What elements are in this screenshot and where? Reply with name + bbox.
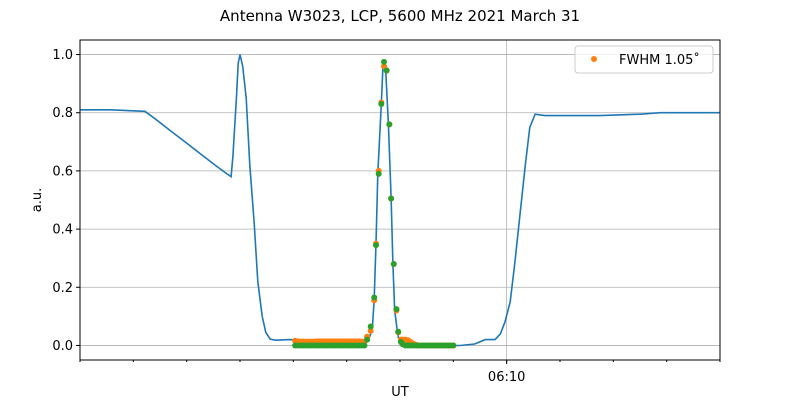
plot-marks bbox=[80, 54, 720, 349]
y-tick-label: 0.2 bbox=[52, 281, 73, 296]
point-series-3 bbox=[373, 242, 379, 249]
legend-box bbox=[574, 45, 714, 74]
fwhm-point bbox=[367, 327, 374, 334]
chart-title: Antenna W3023, LCP, 5600 MHz 2021 March … bbox=[220, 7, 580, 25]
x-axis-label: UT bbox=[391, 385, 409, 400]
point-series-3 bbox=[364, 336, 371, 343]
point-series-3 bbox=[383, 67, 390, 74]
point-series-3 bbox=[450, 342, 457, 349]
ticks: 0.0 0.2 0.4 0.6 0.8 1.0 06:10 bbox=[52, 48, 721, 385]
y-tick-label: 0.8 bbox=[52, 106, 73, 121]
legend-label-fwhm: FWHM 1.05˚ bbox=[619, 52, 700, 68]
y-axis-label: a.u. bbox=[30, 188, 45, 212]
point-series-3 bbox=[386, 121, 393, 128]
point-series-3 bbox=[393, 306, 400, 313]
point-series-3 bbox=[361, 342, 368, 349]
y-tick-label: 0.0 bbox=[52, 339, 73, 354]
grid bbox=[80, 40, 720, 360]
point-series-3 bbox=[378, 101, 385, 107]
point-series-3 bbox=[371, 294, 378, 301]
legend: FWHM 1.05˚ bbox=[574, 45, 714, 74]
legend-marker-fwhm bbox=[591, 56, 597, 62]
point-series-3 bbox=[390, 261, 397, 267]
y-tick-label: 1.0 bbox=[52, 48, 73, 63]
series-line bbox=[80, 54, 720, 347]
point-series-3 bbox=[367, 323, 374, 330]
axes-frame bbox=[79, 39, 721, 361]
y-tick-label: 0.6 bbox=[52, 164, 73, 179]
point-series-3 bbox=[395, 328, 402, 335]
x-tick-label: 06:10 bbox=[488, 370, 525, 385]
point-series-3 bbox=[375, 170, 382, 177]
point-series-3 bbox=[381, 58, 387, 65]
y-tick-label: 0.4 bbox=[52, 223, 73, 238]
fwhm-point bbox=[381, 63, 387, 70]
point-series-3 bbox=[388, 195, 395, 202]
